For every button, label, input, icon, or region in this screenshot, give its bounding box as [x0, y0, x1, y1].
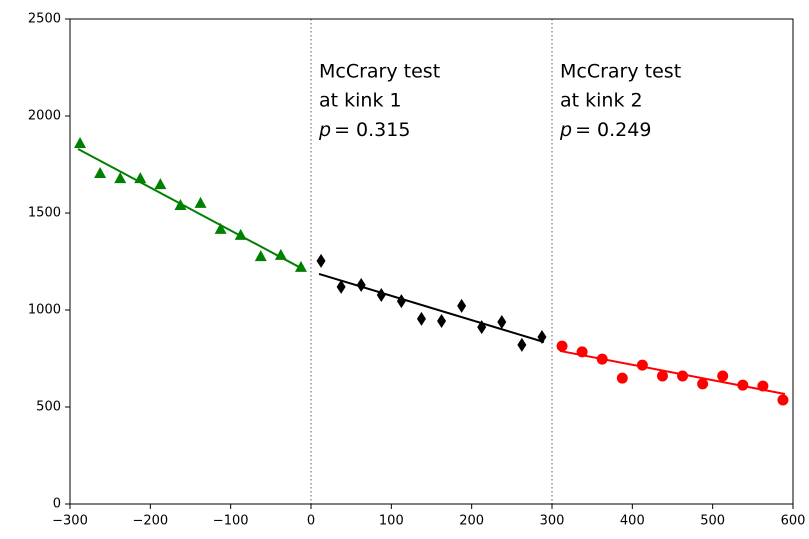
diamond-marker [376, 288, 386, 303]
diamond-marker [356, 277, 366, 292]
x-tick-label: −200 [132, 514, 168, 529]
annotation-p: p = 0.249 [559, 119, 651, 141]
triangle-marker [74, 136, 87, 148]
diamond-marker [437, 314, 447, 329]
diamond-marker [497, 315, 507, 330]
y-tick-label: 1500 [28, 206, 61, 221]
fit-line [559, 349, 786, 395]
triangle-marker [214, 222, 227, 234]
circle-marker [616, 372, 628, 384]
annotation-line: at kink 2 [560, 90, 643, 112]
triangle-marker [154, 178, 167, 190]
circle-marker [717, 370, 729, 382]
circle-marker [777, 394, 789, 406]
y-tick-label: 500 [36, 400, 61, 415]
triangle-marker [294, 260, 307, 272]
annotation-line: at kink 1 [319, 90, 402, 112]
triangle-marker [274, 248, 287, 260]
triangle-marker [114, 172, 127, 184]
y-tick-label: 2000 [28, 109, 61, 124]
diamond-marker [517, 337, 527, 352]
annotation-line: McCrary test [560, 61, 681, 83]
triangle-marker [234, 228, 247, 240]
triangle-marker [254, 250, 267, 262]
circle-marker [656, 370, 668, 382]
y-tick-label: 0 [53, 497, 61, 512]
fit-line [318, 272, 545, 343]
circle-marker [556, 340, 568, 352]
triangle-marker [174, 199, 187, 211]
circle-marker [576, 346, 588, 358]
circle-marker [737, 379, 749, 391]
x-tick-label: 500 [700, 514, 725, 529]
annotation-p: p = 0.315 [318, 119, 410, 141]
diamond-marker [416, 311, 426, 326]
diamond-marker [537, 329, 547, 344]
diamond-marker [336, 279, 346, 294]
triangle-marker [134, 172, 147, 184]
triangle-marker [94, 167, 107, 179]
diamond-marker [396, 294, 406, 309]
circle-marker [636, 359, 648, 371]
x-tick-label: 0 [307, 514, 315, 529]
fit-line [77, 148, 304, 270]
x-tick-label: −100 [213, 514, 249, 529]
x-tick-label: −300 [52, 514, 88, 529]
annotation-line: McCrary test [319, 61, 440, 83]
diamond-marker [316, 253, 326, 268]
axes-frame [69, 18, 794, 505]
p-symbol: p [318, 119, 331, 141]
triangle-marker [194, 196, 207, 208]
circle-marker [697, 378, 709, 390]
p-symbol: p [559, 119, 572, 141]
x-tick-label: 100 [379, 514, 404, 529]
x-tick-label: 200 [459, 514, 484, 529]
x-tick-label: 600 [781, 514, 806, 529]
circle-marker [677, 370, 689, 382]
circle-marker [596, 353, 608, 365]
circle-marker [757, 380, 769, 392]
p-text: = 0.315 [334, 119, 410, 141]
x-tick-label: 400 [620, 514, 645, 529]
diamond-marker [477, 320, 487, 335]
p-text: = 0.249 [575, 119, 651, 141]
y-tick-label: 2500 [28, 12, 61, 27]
y-tick-label: 1000 [28, 303, 61, 318]
diamond-marker [457, 298, 467, 313]
x-tick-label: 300 [540, 514, 565, 529]
